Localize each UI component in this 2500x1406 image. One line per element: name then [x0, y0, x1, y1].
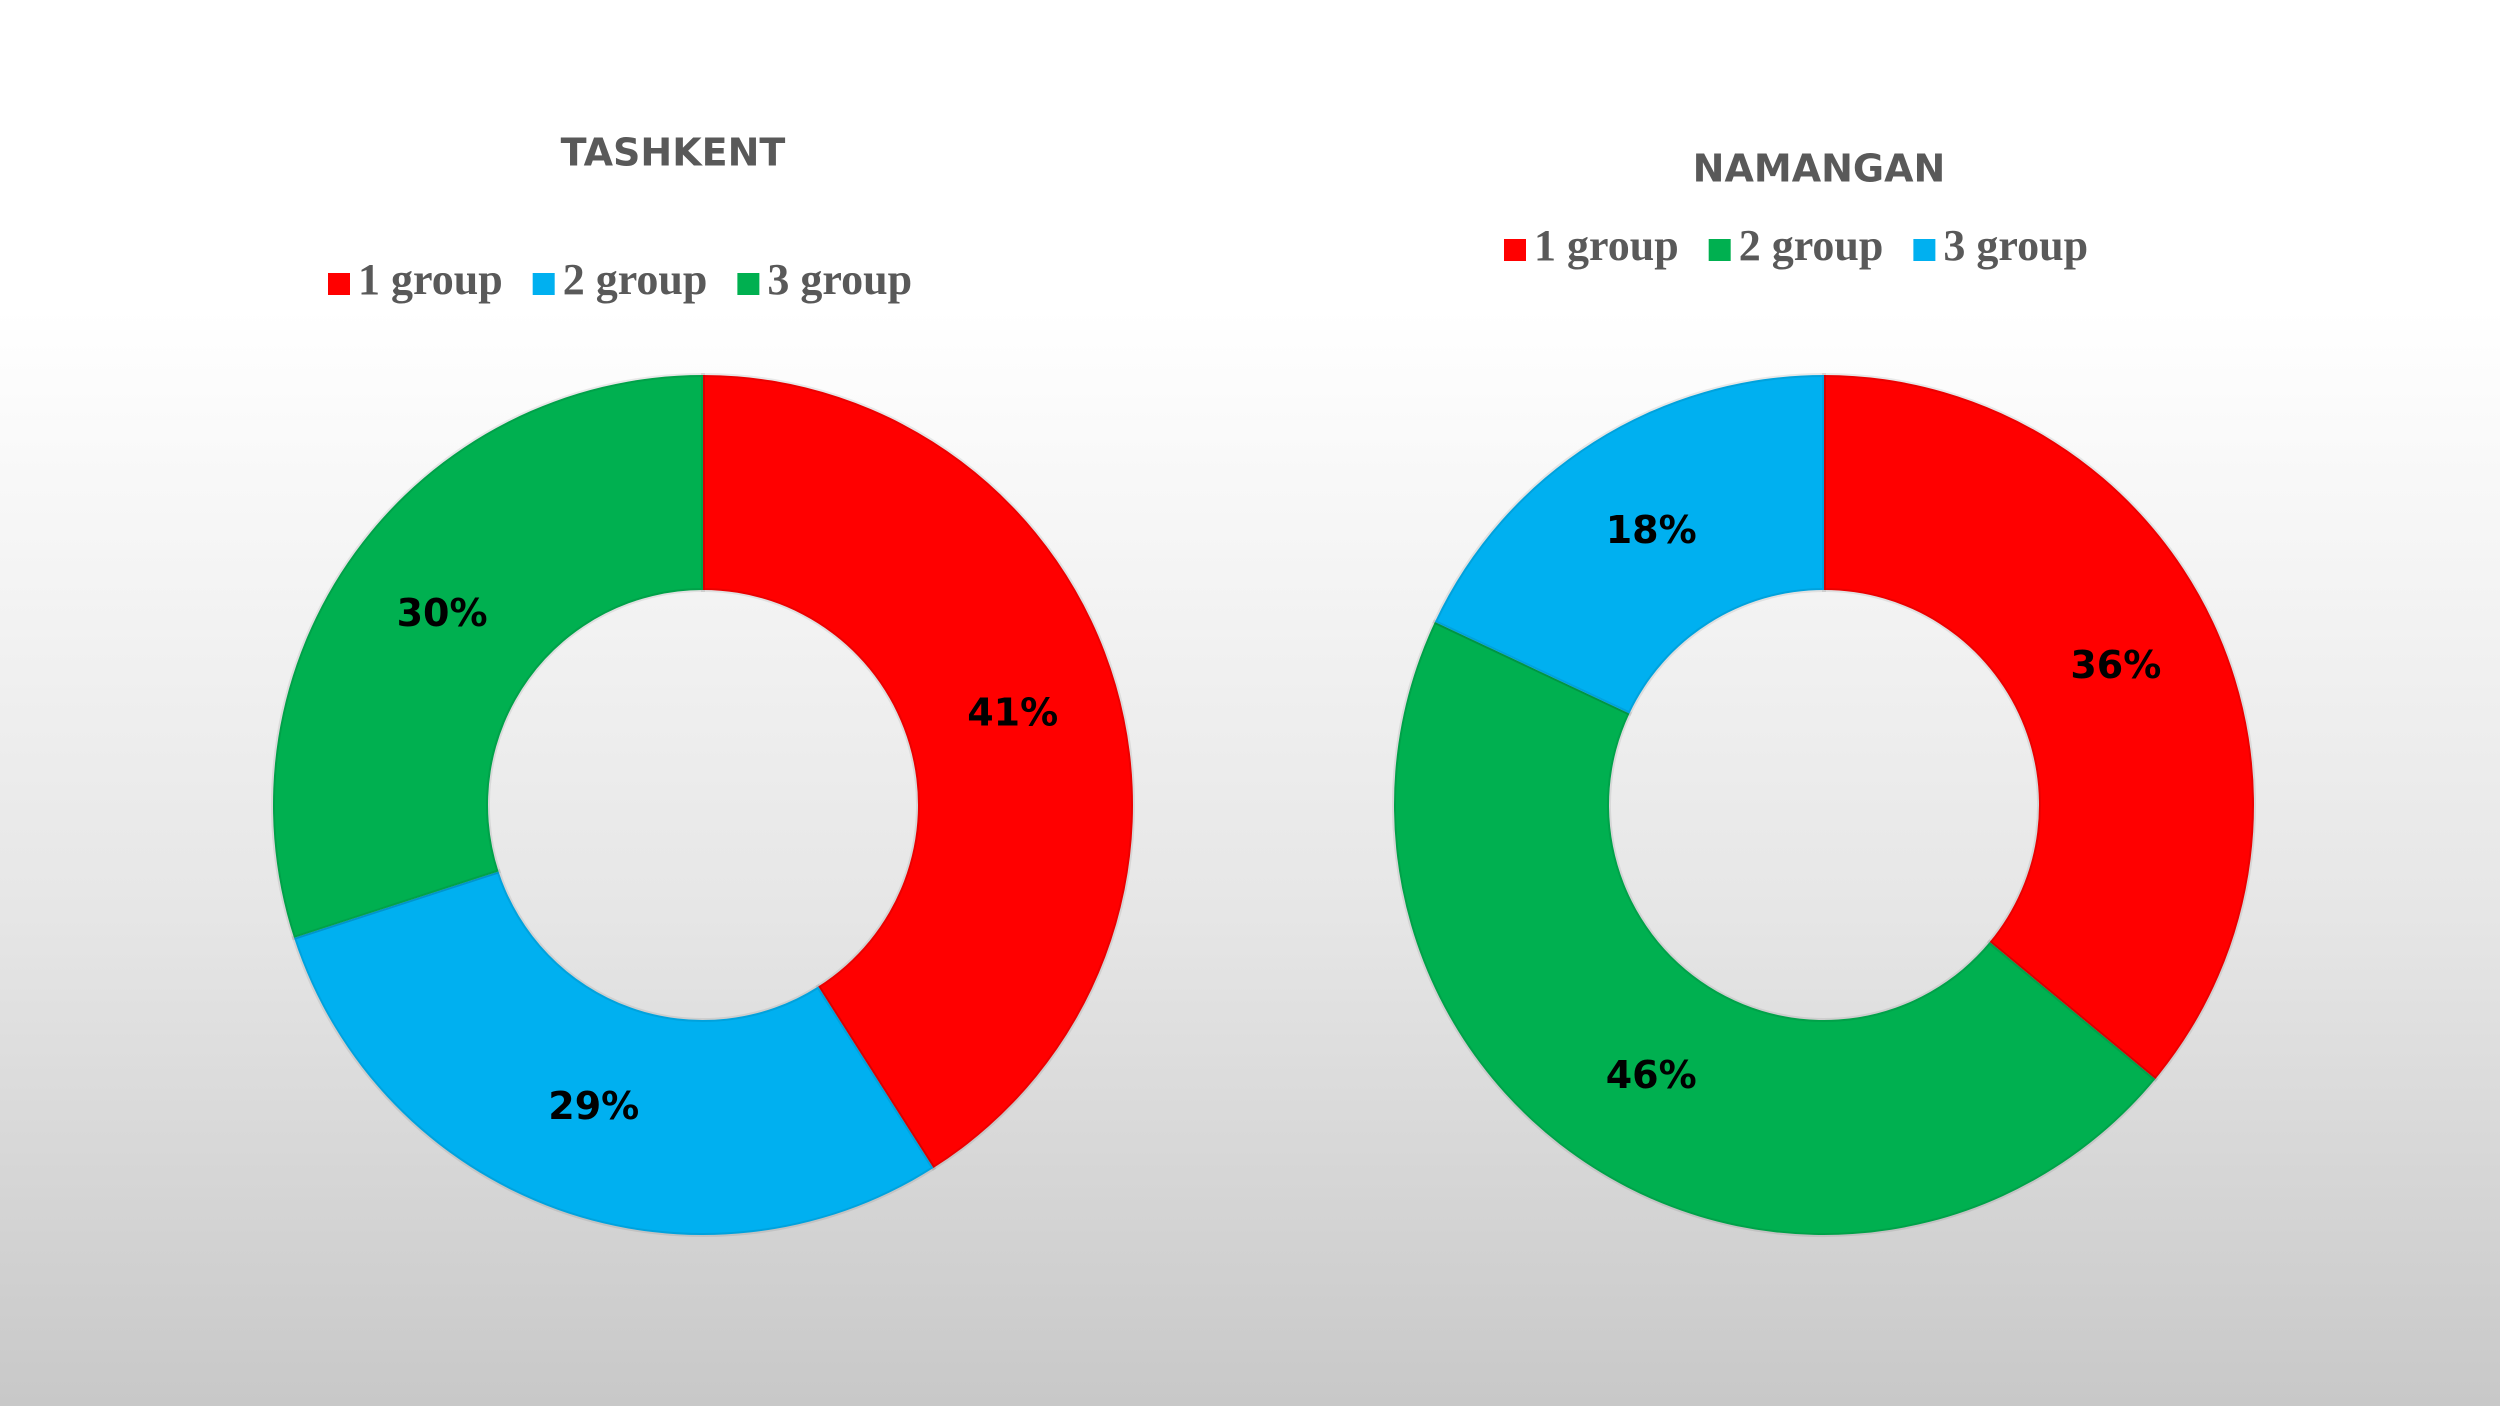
data-label: 46% [1606, 1053, 1697, 1097]
legend-label: 2 group [1739, 221, 1884, 270]
legend-label: 3 group [767, 255, 912, 304]
legend-label: 1 group [358, 255, 503, 304]
legend-swatch [1913, 239, 1936, 261]
donut-slice [1822, 372, 2256, 1082]
data-label: 36% [2070, 643, 2161, 687]
data-label: 30% [397, 591, 488, 635]
donut-slice [1391, 619, 2159, 1238]
data-label: 29% [548, 1084, 639, 1128]
legend-swatch [328, 273, 350, 295]
donut-slice [1432, 372, 1826, 717]
legend-label: 3 group [1943, 221, 2088, 270]
legend-swatch [1708, 239, 1731, 261]
donut-slice [701, 372, 1135, 1171]
legend-label: 1 group [1534, 221, 1679, 270]
data-label: 41% [967, 691, 1058, 735]
legend-swatch [532, 273, 555, 295]
chart-title: TASHKENT [561, 131, 786, 175]
legend-swatch [1504, 239, 1526, 261]
donut-slice [271, 372, 705, 941]
data-label: 18% [1606, 508, 1697, 552]
legend-label: 2 group [563, 255, 708, 304]
chart-title: NAMANGAN [1693, 147, 1946, 191]
legend-swatch [737, 273, 760, 295]
donut-slice [291, 868, 937, 1237]
